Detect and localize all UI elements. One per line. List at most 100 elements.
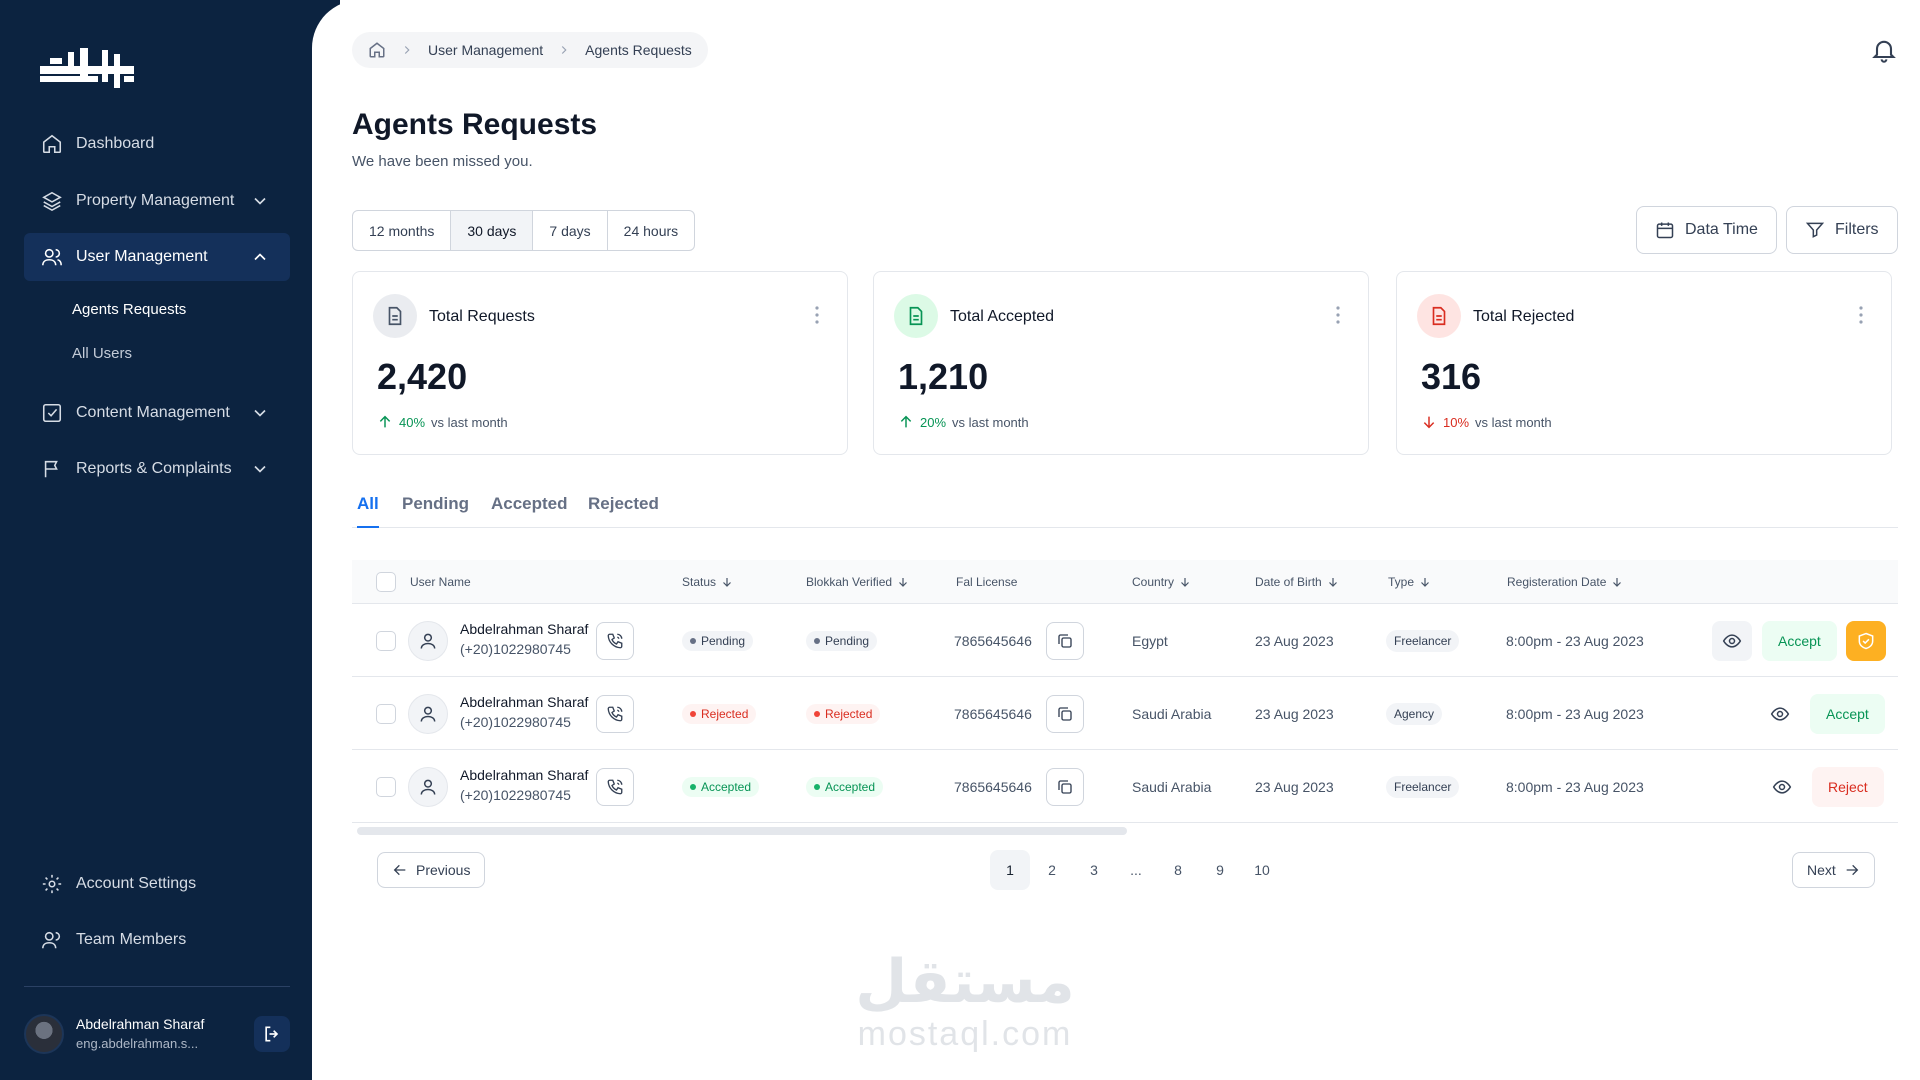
user-phone: (+20)1022980745 <box>460 641 571 657</box>
row-checkbox[interactable] <box>376 704 396 724</box>
nav-content-management[interactable]: Content Management <box>24 389 290 437</box>
reject-button[interactable]: Reject <box>1812 767 1884 807</box>
layers-icon <box>40 189 64 213</box>
page-9[interactable]: 9 <box>1216 862 1224 878</box>
view-button[interactable] <box>1762 767 1802 807</box>
status-label: Accepted <box>701 780 752 794</box>
range-24-hours[interactable]: 24 hours <box>623 222 679 239</box>
country: Saudi Arabia <box>1132 706 1212 722</box>
arrow-down-icon <box>1423 416 1435 429</box>
page-2[interactable]: 2 <box>1048 862 1056 878</box>
accept-button[interactable]: Accept <box>1762 621 1837 661</box>
col-label: Status <box>682 575 717 589</box>
view-button[interactable] <box>1760 694 1800 734</box>
tab-pending[interactable]: Pending <box>402 494 470 513</box>
eye-icon <box>1772 780 1792 794</box>
chevron-right-icon <box>562 46 567 54</box>
stat-change: 40% <box>399 414 426 430</box>
avatar[interactable] <box>24 1014 64 1054</box>
home-icon[interactable] <box>368 41 386 59</box>
col-registration-date[interactable]: Registeration Date <box>1507 575 1623 589</box>
stat-note: vs last month <box>952 414 1029 430</box>
page-10[interactable]: 10 <box>1254 862 1270 878</box>
page-1[interactable]: 1 <box>990 850 1030 890</box>
previous-label: Previous <box>416 862 471 878</box>
verify-button[interactable] <box>1846 621 1886 661</box>
call-button[interactable] <box>596 622 634 660</box>
view-button[interactable] <box>1712 621 1752 661</box>
nav-reports-complaints-label: Reports & Complaints <box>76 460 232 477</box>
col-country[interactable]: Country <box>1132 575 1191 589</box>
row-checkbox[interactable] <box>376 631 396 651</box>
stat-note: vs last month <box>431 414 508 430</box>
col-blokkah-verified[interactable]: Blokkah Verified <box>806 575 909 589</box>
previous-button[interactable]: Previous <box>377 852 486 888</box>
nav-reports-complaints[interactable]: Reports & Complaints <box>24 445 290 493</box>
nav-property-management[interactable]: Property Management <box>24 177 290 225</box>
page-subtitle: We have been missed you. <box>352 153 533 170</box>
gear-icon <box>40 872 64 896</box>
verified-label: Rejected <box>825 707 873 721</box>
copy-button[interactable] <box>1046 768 1084 806</box>
status-label: Rejected <box>701 707 749 721</box>
filters-button[interactable]: Filters <box>1786 206 1898 254</box>
logout-button[interactable] <box>254 1016 290 1052</box>
more-vertical-icon[interactable] <box>1336 306 1340 324</box>
watermark-latin: mostaql.com <box>857 1015 1073 1053</box>
type-badge: Freelancer <box>1386 630 1460 652</box>
nav-team-members[interactable]: Team Members <box>24 916 290 964</box>
page-3[interactable]: 3 <box>1090 862 1098 878</box>
chevron-right-icon <box>404 46 410 54</box>
range-7-days[interactable]: 7 days <box>533 211 608 250</box>
chevron-down-icon <box>250 403 270 423</box>
breadcrumb-user-management[interactable]: User Management <box>428 42 544 58</box>
stat-value: 2,420 <box>377 356 468 397</box>
nav-account-settings[interactable]: Account Settings <box>24 860 290 908</box>
call-button[interactable] <box>596 695 634 733</box>
profile-email: eng.abdelrahman.s... <box>76 1036 199 1051</box>
table-row: Abdelrahman Sharaf (+20)1022980745 Accep… <box>352 751 1898 823</box>
more-vertical-icon[interactable] <box>1859 306 1863 324</box>
col-status[interactable]: Status <box>682 575 733 589</box>
select-all-checkbox[interactable] <box>376 572 396 592</box>
sub-item-agents-requests[interactable]: Agents Requests <box>72 301 187 318</box>
home-icon <box>40 132 64 156</box>
row-checkbox[interactable] <box>376 777 396 797</box>
range-12-months[interactable]: 12 months <box>353 211 452 250</box>
horizontal-scrollbar[interactable] <box>357 827 1127 835</box>
nav-dashboard[interactable]: Dashboard <box>24 120 290 168</box>
arrow-down-icon <box>1181 578 1189 587</box>
calendar-icon <box>1656 222 1674 239</box>
range-30-days[interactable]: 30 days <box>451 211 534 250</box>
tab-accepted[interactable]: Accepted <box>491 494 568 513</box>
registration-date: 8:00pm - 23 Aug 2023 <box>1506 779 1644 795</box>
accept-button[interactable]: Accept <box>1810 694 1885 734</box>
status-dot <box>690 711 696 717</box>
brand-logo[interactable] <box>40 48 134 90</box>
stat-title: Total Accepted <box>950 308 1055 325</box>
bell-icon[interactable] <box>1870 36 1898 64</box>
stat-value: 1,210 <box>898 356 989 397</box>
date-time-button[interactable]: Data Time <box>1636 206 1777 254</box>
nav-user-management[interactable]: User Management <box>24 233 290 281</box>
copy-button[interactable] <box>1046 695 1084 733</box>
copy-button[interactable] <box>1046 622 1084 660</box>
sub-item-all-users[interactable]: All Users <box>72 345 133 362</box>
eye-icon <box>1770 707 1790 721</box>
user-name: Abdelrahman Sharaf <box>460 767 589 783</box>
sidebar: Dashboard Property Management User Manag… <box>0 0 340 1080</box>
arrow-up-icon <box>379 415 391 428</box>
next-button[interactable]: Next <box>1792 852 1875 888</box>
main-panel <box>312 0 1920 1080</box>
phone-icon <box>607 779 623 795</box>
col-type[interactable]: Type <box>1388 575 1431 589</box>
pagination: 1 2 3 ... 8 9 10 <box>990 850 1282 890</box>
more-vertical-icon[interactable] <box>815 306 819 324</box>
tab-all[interactable]: All <box>357 494 379 528</box>
copy-icon <box>1058 707 1072 721</box>
tab-rejected[interactable]: Rejected <box>588 494 659 513</box>
page-8[interactable]: 8 <box>1174 862 1182 878</box>
stat-trend: 40% vs last month <box>377 414 508 430</box>
call-button[interactable] <box>596 768 634 806</box>
col-date-of-birth[interactable]: Date of Birth <box>1255 575 1339 589</box>
